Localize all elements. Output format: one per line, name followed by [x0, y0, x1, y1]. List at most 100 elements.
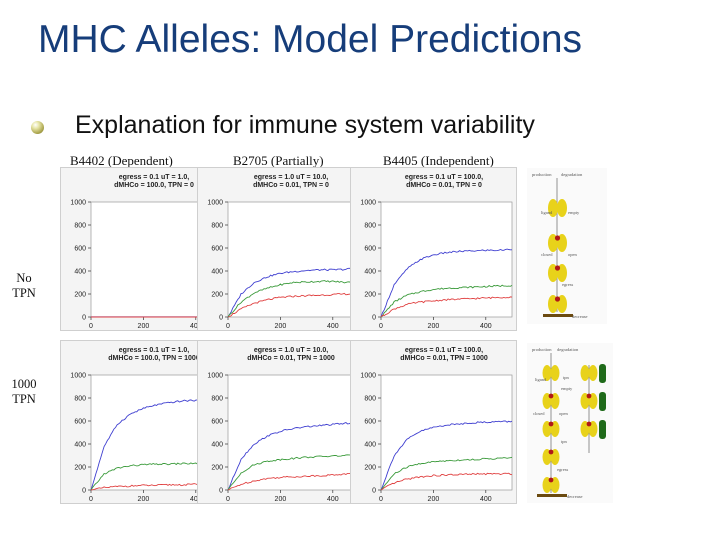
pathway-diagram-tpn: production degradation tpn ligand empty: [527, 343, 613, 503]
y-tick-label: 200: [364, 292, 376, 299]
diagram-label: closed: [541, 252, 553, 257]
chart-b4405-no-tpn: egress = 0.1 uT = 100.0,dMHCo = 0.01, TP…: [360, 174, 513, 330]
diagram-label: production: [532, 172, 552, 177]
y-tick-label: 600: [364, 246, 376, 253]
diagram-label: ligand: [541, 210, 553, 215]
chart-b4405-tpn: egress = 0.1 uT = 100.0,dMHCo = 0.01, TP…: [360, 347, 513, 503]
diagram-label: open: [568, 252, 577, 257]
row-label-line2: TPN: [12, 286, 36, 300]
chart-b2705-no-tpn: egress = 1.0 uT = 10.0,dMHCo = 0.01, TPN…: [207, 174, 360, 330]
row-label-no-tpn: No TPN: [6, 271, 42, 301]
chart-panel-b4405-no-tpn: egress = 0.1 uT = 100.0, dMHCo = 0.01, TP…: [350, 167, 517, 331]
x-tick-label: 0: [379, 323, 383, 330]
x-tick-label: 400: [327, 323, 339, 330]
diagram-label: closed: [533, 411, 545, 416]
diagram-label: open: [559, 411, 568, 416]
row-label-tpn: 1000 TPN: [6, 377, 42, 407]
x-tick-label: 400: [327, 496, 339, 503]
y-tick-label: 600: [74, 419, 86, 426]
y-tick-label: 1000: [360, 373, 376, 380]
x-tick-label: 0: [379, 496, 383, 503]
mhc-tpn-complex-icon: [580, 364, 606, 383]
chart-title-line: egress = 0.1 uT = 1.0,: [119, 174, 189, 181]
y-tick-label: 400: [364, 269, 376, 276]
membrane-icon: [543, 314, 573, 317]
y-tick-label: 400: [364, 442, 376, 449]
y-tick-label: 600: [211, 419, 223, 426]
row-label-line1: No: [16, 271, 32, 285]
y-tick-label: 800: [74, 396, 86, 403]
mhc-molecule-icon: [542, 449, 560, 465]
diagram-label: ligand: [535, 377, 547, 382]
series-line-blue: [227, 267, 360, 318]
mhc-molecule-icon: [542, 393, 560, 409]
diagram-label: tpn: [563, 375, 570, 380]
x-tick-label: 200: [138, 323, 150, 330]
chart-title-line: dMHCo = 0.01, TPN = 0: [406, 182, 482, 189]
diagram-label: empty: [568, 210, 580, 215]
series-line-green: [380, 456, 513, 491]
diagram-label: egress: [562, 282, 573, 287]
x-tick-label: 200: [138, 496, 150, 503]
mhc-molecule-icon: [548, 264, 567, 282]
plot-area: [380, 374, 513, 491]
diagram-label: egress: [557, 467, 568, 472]
slide-title: MHC Alleles: Model Predictions: [38, 18, 583, 61]
x-tick-label: 200: [275, 323, 287, 330]
y-tick-label: 600: [74, 246, 86, 253]
y-tick-label: 0: [372, 488, 376, 495]
membrane-icon: [537, 494, 567, 497]
y-tick-label: 0: [219, 315, 223, 322]
x-tick-label: 200: [428, 323, 440, 330]
x-tick-label: 200: [275, 496, 287, 503]
chart-panel-b2705-no-tpn: egress = 1.0 uT = 10.0, dMHCo = 0.01, TPN…: [197, 167, 364, 331]
chart-panel-b4402-no-tpn: egress = 0.1 uT = 1.0, dMHCo = 100.0, TPN…: [60, 167, 227, 331]
chart-title-line: egress = 1.0 uT = 10.0,: [254, 347, 328, 354]
mhc-molecule-icon: [542, 477, 560, 493]
mhc-molecule-icon: [542, 365, 560, 381]
chart-title-line: egress = 0.1 uT = 100.0,: [405, 347, 483, 354]
bullet-icon: [31, 121, 44, 134]
x-tick-label: 400: [480, 496, 492, 503]
y-tick-label: 200: [211, 465, 223, 472]
x-tick-label: 400: [480, 323, 492, 330]
pathway-diagram-tpn-svg: production degradation tpn ligand empty: [532, 347, 606, 499]
mhc-molecule-icon: [548, 199, 567, 217]
plot-area: [380, 201, 513, 318]
series-line-blue: [380, 420, 513, 491]
chart-title-line: dMHCo = 0.01, TPN = 1000: [400, 355, 488, 362]
chart-panel-b2705-tpn: egress = 1.0 uT = 10.0, dMHCo = 0.01, TPN…: [197, 340, 364, 504]
y-tick-label: 200: [74, 292, 86, 299]
diagram-label: empty: [561, 386, 573, 391]
row-label-line2: TPN: [12, 392, 36, 406]
y-tick-label: 600: [211, 246, 223, 253]
series-line-blue: [380, 248, 512, 318]
diagram-label: degradation: [561, 172, 583, 177]
y-tick-label: 1000: [70, 200, 86, 207]
chart-title-line: egress = 0.1 uT = 100.0,: [405, 174, 483, 181]
x-tick-label: 200: [428, 496, 440, 503]
chart-title-line: dMHCo = 100.0, TPN = 0: [114, 182, 194, 189]
plot-area: [227, 374, 360, 491]
row-label-line1: 1000: [11, 377, 37, 391]
column-label-b2705: B2705 (Partially): [233, 153, 324, 168]
mhc-tpn-complex-icon: [580, 420, 606, 439]
diagram-label: tpn: [561, 439, 568, 444]
y-tick-label: 400: [74, 269, 86, 276]
pathway-diagram-no-tpn-svg: production degradation ligand empty clos…: [532, 172, 588, 319]
x-tick-label: 0: [89, 496, 93, 503]
y-tick-label: 400: [74, 442, 86, 449]
diagram-label: decrease: [572, 314, 588, 319]
y-tick-label: 800: [364, 223, 376, 230]
chart-b2705-tpn: egress = 1.0 uT = 10.0,dMHCo = 0.01, TPN…: [207, 347, 360, 503]
plot-area: [227, 201, 360, 318]
x-tick-label: 400: [190, 323, 202, 330]
diagram-label: production: [532, 347, 552, 352]
pathway-diagram-no-tpn: production degradation ligand empty clos…: [527, 168, 607, 324]
y-tick-label: 800: [211, 223, 223, 230]
chart-title-line: dMHCo = 0.01, TPN = 1000: [247, 355, 335, 362]
series-line-green: [380, 284, 513, 318]
series-line-red: [227, 472, 360, 491]
y-tick-label: 0: [372, 315, 376, 322]
y-tick-label: 1000: [207, 200, 223, 207]
